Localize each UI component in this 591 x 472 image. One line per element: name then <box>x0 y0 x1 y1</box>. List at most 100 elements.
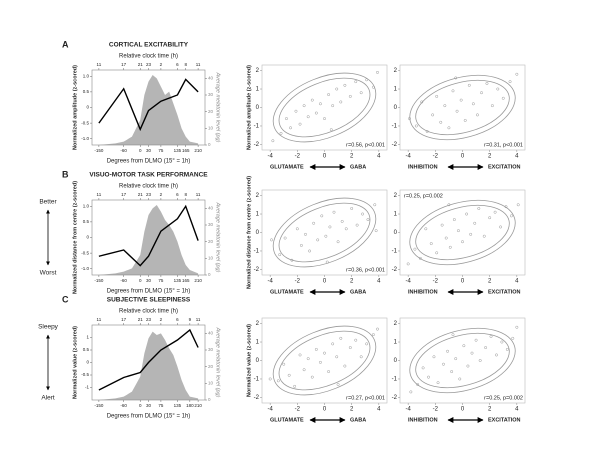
y-tick-label: -2 <box>254 395 260 401</box>
x-axis-label: Degrees from DLMO (15° = 1h) <box>107 159 191 165</box>
x-tick-label: 4 <box>377 279 381 285</box>
y-tick-label: -2 <box>254 142 260 148</box>
y2-tick-label: 10 <box>208 126 214 131</box>
y-tick-label: 1 <box>256 87 260 93</box>
scatter-point <box>474 338 478 342</box>
scatter-point <box>340 219 344 223</box>
top-tick-label: 17 <box>121 317 127 322</box>
top-tick-label: 8 <box>184 192 187 197</box>
scatter-point <box>365 78 369 82</box>
y2-tick-label: 30 <box>208 347 214 352</box>
scatter-point <box>508 80 512 84</box>
x-tick-label: 30 <box>146 148 152 153</box>
x-label-left: INHIBITION <box>408 417 438 423</box>
y2-tick-label: 20 <box>208 109 214 114</box>
y2-tick-label: 20 <box>208 239 214 244</box>
scatter-point <box>329 128 333 132</box>
scatter-point <box>463 118 467 122</box>
scatter-point <box>371 85 375 89</box>
x-tick-label: 0 <box>461 279 465 285</box>
scatter-point <box>511 336 515 340</box>
scatter-point <box>416 383 420 386</box>
x-tick-label: -4 <box>405 407 411 413</box>
y-tick-label: 1 <box>86 335 89 340</box>
scatter-point <box>343 83 347 87</box>
scatter-point <box>500 340 504 344</box>
scatter-point <box>414 124 418 128</box>
top-tick-label: 11 <box>196 317 201 322</box>
x-label-right: EXCITATION <box>488 289 521 295</box>
scatter-point <box>505 347 509 351</box>
top-tick-label: 17 <box>121 192 127 197</box>
data-line <box>98 328 199 391</box>
y-tick-label: 1 <box>394 87 398 93</box>
top-tick-label: 6 <box>176 62 179 67</box>
scatter-point <box>282 362 286 366</box>
scatter-point <box>482 234 486 238</box>
top-tick-label: 6 <box>176 192 179 197</box>
y-tick-label: 2 <box>256 321 260 327</box>
scale-bottom-label: Alert <box>41 395 55 402</box>
top-tick-label: 2 <box>160 62 163 67</box>
scatter-point <box>477 207 481 210</box>
scatter-point <box>302 104 306 108</box>
x-tick-label: -2 <box>433 154 439 160</box>
y-tick-label: -0.5 <box>81 250 89 255</box>
scatter-point <box>447 126 451 130</box>
x-tick-label: -60 <box>120 403 127 408</box>
x-tick-label: 30 <box>146 278 152 283</box>
x-tick-label: 4 <box>377 154 381 160</box>
confidence-ellipse <box>409 74 516 141</box>
scatter-point <box>359 91 363 95</box>
x-tick-label: 4 <box>515 407 519 413</box>
x-tick-label: 2 <box>350 407 354 413</box>
scatter-point <box>413 247 417 251</box>
y2-tick-label: 40 <box>208 206 214 211</box>
top-tick-label: 9 <box>189 317 192 322</box>
scatter-point <box>489 335 493 338</box>
annotation: r=0.27, p<0.001 <box>346 395 385 401</box>
scatter-point <box>308 249 312 253</box>
annotation: r=0.25, p=0.002 <box>484 395 523 401</box>
x-tick-label: 165 <box>182 278 190 283</box>
chart-title: CORTICAL EXCITABILITY <box>109 42 189 49</box>
scatter-point <box>314 111 318 115</box>
y-tick-label: -1 <box>392 377 398 383</box>
scatter-point <box>451 89 455 93</box>
scatter-point <box>470 351 474 355</box>
scatter-point <box>409 390 413 394</box>
scatter-point <box>406 262 410 266</box>
y-axis-label: Normalized amplitude (z-scored) <box>246 65 252 150</box>
y-tick-label: -1 <box>392 249 398 255</box>
x-tick-label: -150 <box>94 403 104 408</box>
top-tick-label: 11 <box>97 62 102 67</box>
scatter-point <box>473 221 477 225</box>
scatter-point <box>310 98 314 102</box>
scatter-point <box>516 203 520 207</box>
x-tick-label: 75 <box>158 403 164 408</box>
y2-tick-label: 40 <box>208 331 214 336</box>
x-label-left: GLUTAMATE <box>270 417 304 423</box>
top-tick-label: 11 <box>196 62 201 67</box>
y2-tick-label: 30 <box>208 92 214 97</box>
confidence-ellipse <box>278 330 371 391</box>
scatter-point <box>421 366 425 370</box>
y-tick-label: -2 <box>392 142 398 148</box>
data-line <box>98 78 199 132</box>
data-line <box>98 204 199 267</box>
x-label-right: GABA <box>350 417 366 423</box>
y-tick-label: -1 <box>392 124 398 130</box>
scatter-point <box>459 98 463 102</box>
annotation: r=0.25, p=0.002 <box>404 193 443 199</box>
scatter-point <box>467 83 471 87</box>
y-axis-label: Normalized value (z-scored) <box>246 324 252 397</box>
y-tick-label: 1 <box>256 212 260 218</box>
scatter-point <box>427 375 430 379</box>
scatter-point <box>420 100 424 104</box>
top-tick-label: 11 <box>196 192 201 197</box>
scatter-point <box>435 94 439 98</box>
scatter-point <box>376 70 379 74</box>
confidence-ellipse <box>272 197 377 268</box>
scatter-point <box>493 210 497 214</box>
scatter-point <box>446 349 450 353</box>
